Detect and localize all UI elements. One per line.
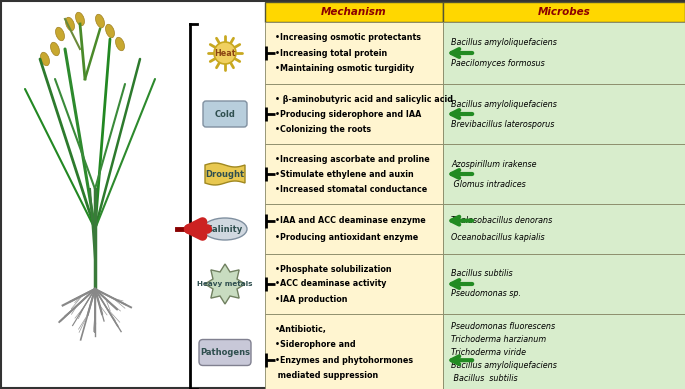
Text: Brevibacillus laterosporus: Brevibacillus laterosporus [451,119,554,128]
Text: •Maintaining osmotic turgidity: •Maintaining osmotic turgidity [275,64,414,73]
Text: Salinity: Salinity [207,224,243,233]
Text: Pseudomonas fluorescens: Pseudomonas fluorescens [451,322,555,331]
Text: Bacillus amyloliquefaciens: Bacillus amyloliquefaciens [451,38,557,47]
FancyBboxPatch shape [265,2,443,22]
Ellipse shape [105,24,114,38]
FancyBboxPatch shape [265,314,443,389]
Text: Drought: Drought [206,170,245,179]
FancyBboxPatch shape [265,254,443,314]
Text: •Increasing ascorbate and proline: •Increasing ascorbate and proline [275,154,429,163]
Ellipse shape [40,52,49,66]
Text: •Increasing total protein: •Increasing total protein [275,49,387,58]
Text: Pathogens: Pathogens [200,348,250,357]
Circle shape [214,42,236,64]
FancyBboxPatch shape [443,254,685,314]
Text: •Siderophore and: •Siderophore and [275,340,356,349]
Text: Trichoderma viride: Trichoderma viride [451,348,526,357]
Text: •Producing antioxidant enzyme: •Producing antioxidant enzyme [275,233,419,242]
Ellipse shape [51,42,60,56]
Ellipse shape [116,37,125,51]
FancyBboxPatch shape [443,2,685,22]
Text: Pseudomonas sp.: Pseudomonas sp. [451,289,521,298]
FancyBboxPatch shape [265,144,443,204]
Text: Paecilomyces formosus: Paecilomyces formosus [451,59,545,68]
Text: Thalasobacillus denorans: Thalasobacillus denorans [451,216,552,225]
Text: •Increased stomatal conductance: •Increased stomatal conductance [275,184,427,193]
Text: Glomus intradices: Glomus intradices [451,179,526,189]
Text: Trichoderma harzianum: Trichoderma harzianum [451,335,546,344]
Text: •Colonizing the roots: •Colonizing the roots [275,124,371,133]
Ellipse shape [95,14,104,28]
FancyBboxPatch shape [443,204,685,254]
Text: •ACC deaminase activity: •ACC deaminase activity [275,280,386,289]
Text: Oceanobacillus kapialis: Oceanobacillus kapialis [451,233,545,242]
Ellipse shape [55,27,64,41]
Text: Mechanism: Mechanism [321,7,387,17]
FancyBboxPatch shape [443,314,685,389]
FancyBboxPatch shape [265,22,443,84]
Text: •Enzymes and phytohormones: •Enzymes and phytohormones [275,356,413,365]
Polygon shape [205,264,245,304]
Text: •Phosphate solubilization: •Phosphate solubilization [275,265,392,273]
FancyBboxPatch shape [203,101,247,127]
FancyBboxPatch shape [443,84,685,144]
Text: •Stimulate ethylene and auxin: •Stimulate ethylene and auxin [275,170,414,179]
Text: Bacillus amyloliquefaciens: Bacillus amyloliquefaciens [451,100,557,109]
Text: •IAA and ACC deaminase enzyme: •IAA and ACC deaminase enzyme [275,216,426,225]
Text: •Producing siderophore and IAA: •Producing siderophore and IAA [275,109,421,119]
Text: Bacillus subtilis: Bacillus subtilis [451,270,512,279]
FancyBboxPatch shape [265,84,443,144]
Text: Heavy metals: Heavy metals [197,281,253,287]
Text: Bacillus  subtilis: Bacillus subtilis [451,374,518,383]
Ellipse shape [66,17,75,31]
Text: Cold: Cold [214,109,236,119]
Ellipse shape [75,12,84,26]
Text: Heat: Heat [214,49,236,58]
FancyBboxPatch shape [443,22,685,84]
Text: •Antibiotic,: •Antibiotic, [275,325,327,334]
Text: Azospirillum irakense: Azospirillum irakense [451,159,536,168]
Text: mediated suppression: mediated suppression [275,371,378,380]
Text: •Increasing osmotic protectants: •Increasing osmotic protectants [275,33,421,42]
Text: • β-aminobutyric acid and salicylic acid: • β-aminobutyric acid and salicylic acid [275,95,453,103]
Text: Bacillus amyloliquefaciens: Bacillus amyloliquefaciens [451,361,557,370]
Text: Microbes: Microbes [538,7,590,17]
Polygon shape [205,163,245,185]
Ellipse shape [203,218,247,240]
FancyBboxPatch shape [265,204,443,254]
Text: •IAA production: •IAA production [275,294,347,303]
FancyBboxPatch shape [199,340,251,366]
FancyBboxPatch shape [443,144,685,204]
